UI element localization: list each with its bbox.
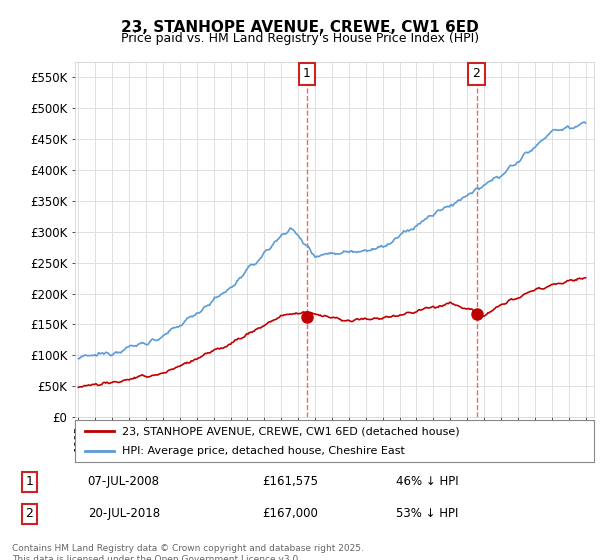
Text: 23, STANHOPE AVENUE, CREWE, CW1 6ED: 23, STANHOPE AVENUE, CREWE, CW1 6ED	[121, 20, 479, 35]
Text: HPI: Average price, detached house, Cheshire East: HPI: Average price, detached house, Ches…	[122, 446, 404, 456]
Text: 20-JUL-2018: 20-JUL-2018	[88, 507, 160, 520]
Text: 1: 1	[303, 67, 311, 81]
Text: Price paid vs. HM Land Registry's House Price Index (HPI): Price paid vs. HM Land Registry's House …	[121, 32, 479, 45]
Text: £161,575: £161,575	[262, 475, 318, 488]
Text: 1: 1	[26, 475, 34, 488]
Text: Contains HM Land Registry data © Crown copyright and database right 2025.
This d: Contains HM Land Registry data © Crown c…	[12, 544, 364, 560]
Text: 2: 2	[26, 507, 34, 520]
Text: 07-JUL-2008: 07-JUL-2008	[88, 475, 160, 488]
Text: 53% ↓ HPI: 53% ↓ HPI	[396, 507, 458, 520]
Text: 23, STANHOPE AVENUE, CREWE, CW1 6ED (detached house): 23, STANHOPE AVENUE, CREWE, CW1 6ED (det…	[122, 426, 460, 436]
Text: 46% ↓ HPI: 46% ↓ HPI	[396, 475, 459, 488]
Text: 2: 2	[473, 67, 481, 81]
Text: £167,000: £167,000	[262, 507, 318, 520]
